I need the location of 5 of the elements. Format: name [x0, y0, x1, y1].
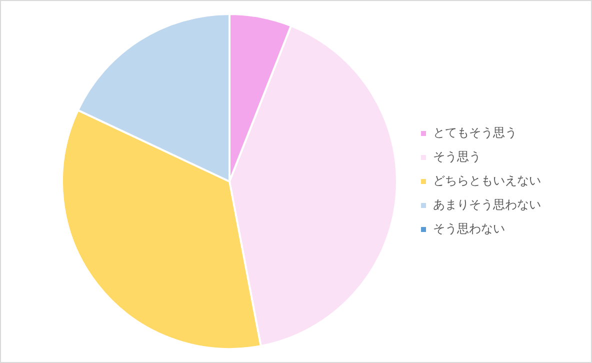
legend-label: あまりそう思わない [433, 198, 541, 212]
legend-label: どちらともいえない [433, 174, 541, 188]
legend-label: そう思わない [433, 222, 505, 236]
legend-label: とてもそう思う [433, 126, 517, 140]
legend-label: そう思う [433, 150, 481, 164]
